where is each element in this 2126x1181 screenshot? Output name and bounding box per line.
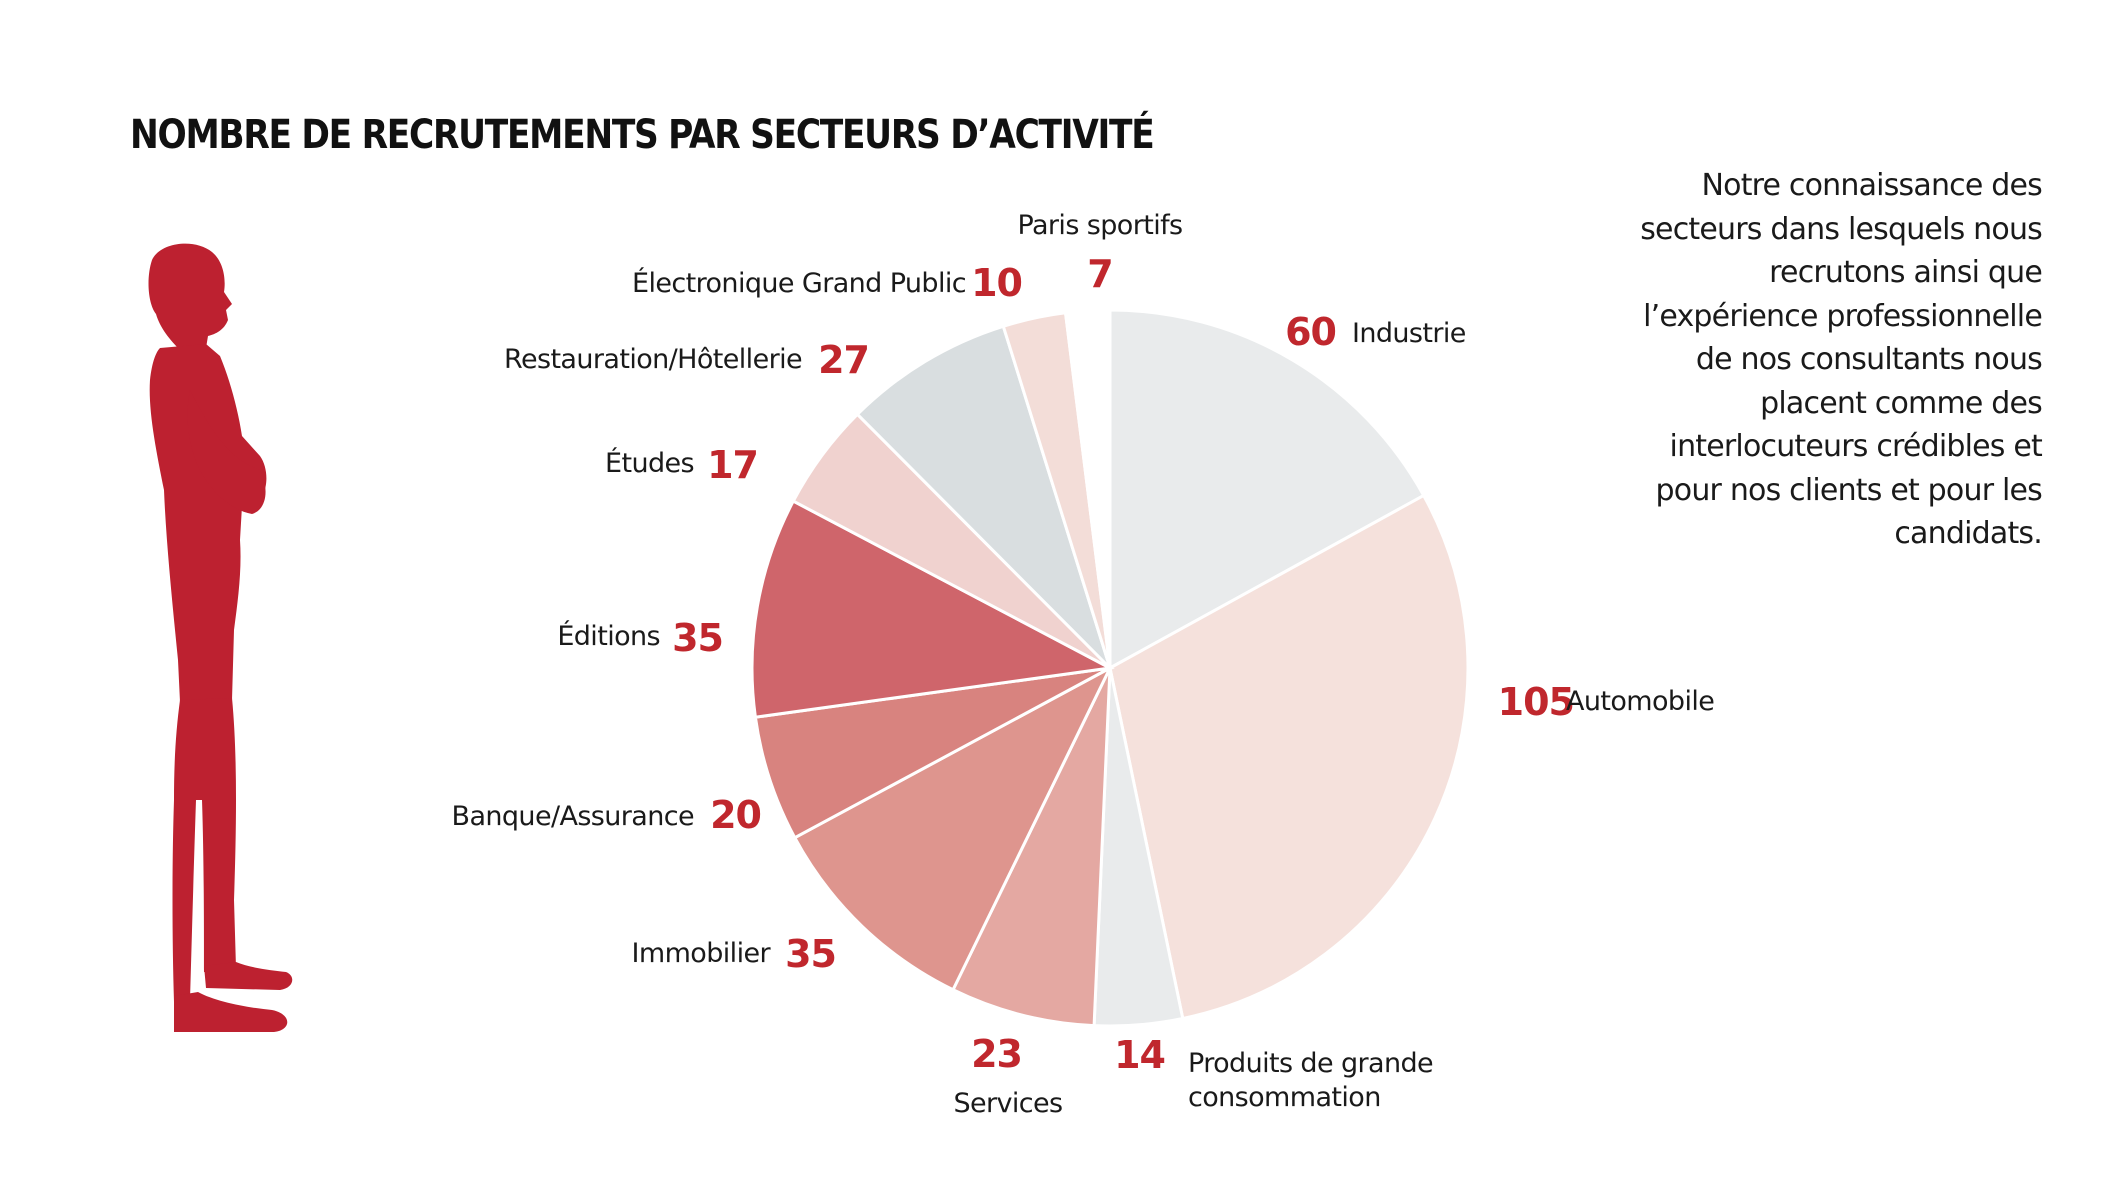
pie-slice-1 <box>1108 308 1426 671</box>
businessman-silhouette-icon <box>148 243 293 1032</box>
pie-slice-2 <box>1108 493 1470 1021</box>
pie-slice-11 <box>1063 308 1112 669</box>
slice-value-label: 27 <box>818 338 869 382</box>
slice-value-label: 105 <box>1498 680 1574 724</box>
chart-title: NOMBRE DE RECRUTEMENTS PAR SECTEURS D’AC… <box>130 112 1155 158</box>
slice-name-label: Éditions <box>557 620 660 652</box>
slice-name-label: Électronique Grand Public <box>632 267 966 299</box>
pie-slice-6 <box>753 666 1111 840</box>
slice-name-label: Restauration/Hôtellerie <box>504 344 802 375</box>
pie-slice-4 <box>951 667 1112 1028</box>
pie-slice-7 <box>750 499 1115 719</box>
slice-name-label: Produits de grande consommation <box>1188 1048 1433 1113</box>
slice-name-label: Automobile <box>1566 686 1714 717</box>
slice-name-label: Banque/Assurance <box>452 801 694 832</box>
pie-slice-9 <box>855 324 1112 670</box>
slice-name-label: Industrie <box>1352 318 1466 349</box>
slice-value-label: 35 <box>672 616 723 660</box>
slice-name-label: Paris sportifs <box>1018 210 1183 241</box>
slice-name-label: Études <box>605 447 694 479</box>
slice-value-label: 60 <box>1285 310 1336 354</box>
slice-value-label: 35 <box>785 932 836 976</box>
slice-name-label: Services <box>953 1088 1062 1119</box>
slice-value-label: 7 <box>1087 252 1112 296</box>
pie-slice-5 <box>792 664 1114 992</box>
pie-slices <box>750 308 1470 1028</box>
slice-value-label: 17 <box>707 443 758 487</box>
slice-value-label: 23 <box>971 1032 1022 1076</box>
slice-name-label: Immobilier <box>632 938 772 969</box>
slice-value-label: 10 <box>971 261 1022 305</box>
slice-value-label: 20 <box>710 793 761 837</box>
slice-value-label: 14 <box>1114 1033 1165 1077</box>
intro-description: Notre connaissance des secteurs dans les… <box>1640 168 2043 551</box>
